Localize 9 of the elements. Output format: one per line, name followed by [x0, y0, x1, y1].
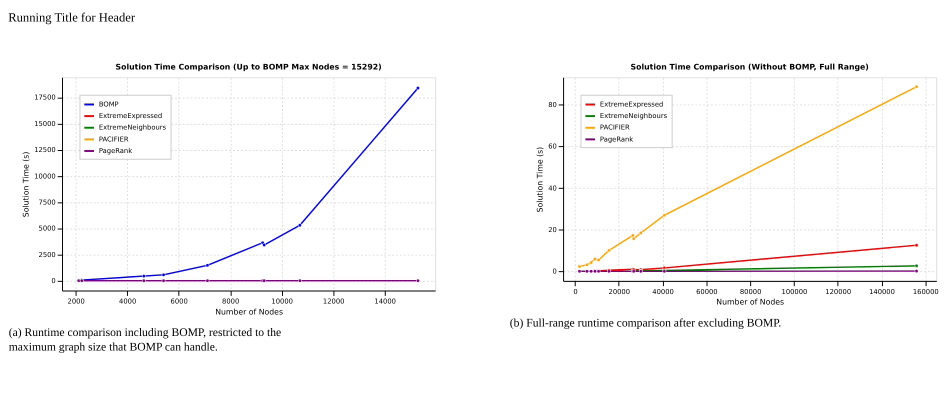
- chart-title: Solution Time Comparison (Without BOMP, Full Range): [630, 62, 869, 72]
- x-axis-title: Number of Nodes: [215, 307, 283, 316]
- text: (b) Full-range runtime comparison after excluding BOMP.: [510, 316, 782, 330]
- y-axis-title: Solution Time (s): [535, 146, 544, 212]
- text: Running Title for Header: [8, 10, 136, 25]
- x-axis-title: Number of Nodes: [716, 298, 784, 307]
- text: (a) Runtime comparison including BOMP, restricted to the maximum graph size that BOMP can handle.: [8, 326, 282, 354]
- y-axis-title: Solution Time (s): [21, 152, 30, 218]
- chart-title: Solution Time Comparison (Up to BOMP Max Nodes = 15292): [116, 62, 382, 72]
